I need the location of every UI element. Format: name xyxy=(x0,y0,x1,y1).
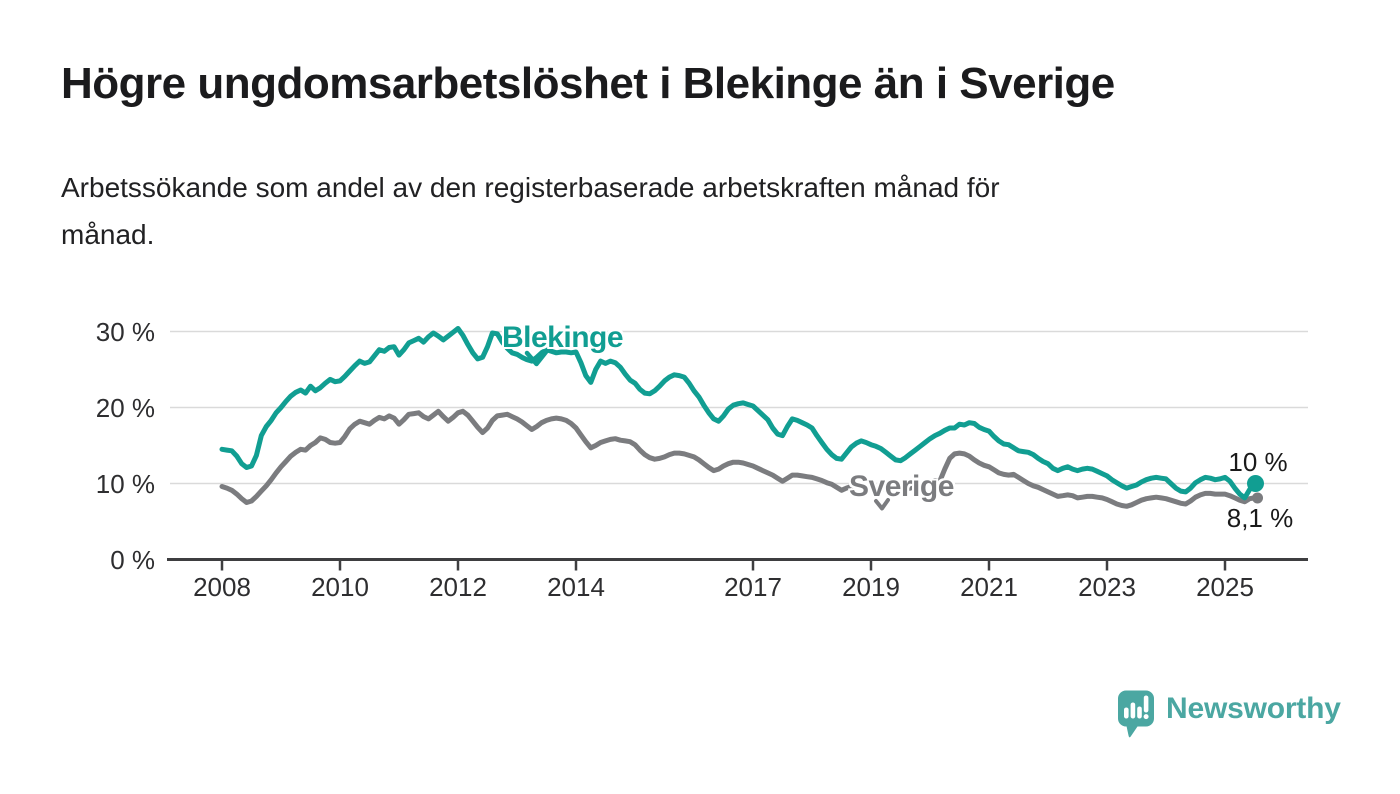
sverige-pointer-icon xyxy=(874,498,890,511)
chart-subtitle-line1: Arbetssökande som andel av den registerb… xyxy=(61,172,1000,203)
x-axis-label: 2008 xyxy=(193,572,251,602)
newsworthy-logo-text: Newsworthy xyxy=(1166,692,1341,725)
x-axis-label: 2014 xyxy=(547,572,605,602)
newsworthy-logo: Newsworthy xyxy=(1117,689,1341,739)
page-title: Högre ungdomsarbetslöshet i Blekinge än … xyxy=(61,59,1115,108)
x-axis-label: 2010 xyxy=(311,572,369,602)
series-label-sverige: Sverige xyxy=(849,470,954,503)
x-axis-label: 2012 xyxy=(429,572,487,602)
blekinge-end-value-label: 10 % xyxy=(1228,447,1288,477)
x-axis-label: 2021 xyxy=(960,572,1018,602)
y-axis-label: 30 % xyxy=(95,316,155,347)
blekinge-pointer-icon xyxy=(524,349,549,367)
series-label-blekinge: Blekinge xyxy=(502,321,624,354)
x-axis xyxy=(167,558,1308,571)
x-axis-label: 2025 xyxy=(1196,572,1254,602)
chart-subtitle-line2: månad. xyxy=(61,219,155,250)
y-axis-label: 0 % xyxy=(110,544,155,575)
blekinge-line xyxy=(219,326,1257,501)
data-series xyxy=(219,326,1257,509)
blekinge-end-dot xyxy=(1247,475,1264,492)
x-axis-label: 2019 xyxy=(842,572,900,602)
end-dots xyxy=(1247,475,1264,504)
y-axis-label: 10 % xyxy=(95,468,155,499)
sverige-line xyxy=(219,408,1257,509)
sverige-end-value-label: 8,1 % xyxy=(1226,503,1294,533)
x-axis-label: 2017 xyxy=(724,572,782,602)
chart-subtitle: Arbetssökande som andel av den registerb… xyxy=(61,164,1301,258)
newsworthy-logo-icon xyxy=(1118,690,1154,737)
x-axis-label: 2023 xyxy=(1078,572,1136,602)
sverige-end-dot xyxy=(1252,492,1263,504)
y-axis-label: 20 % xyxy=(95,392,155,423)
